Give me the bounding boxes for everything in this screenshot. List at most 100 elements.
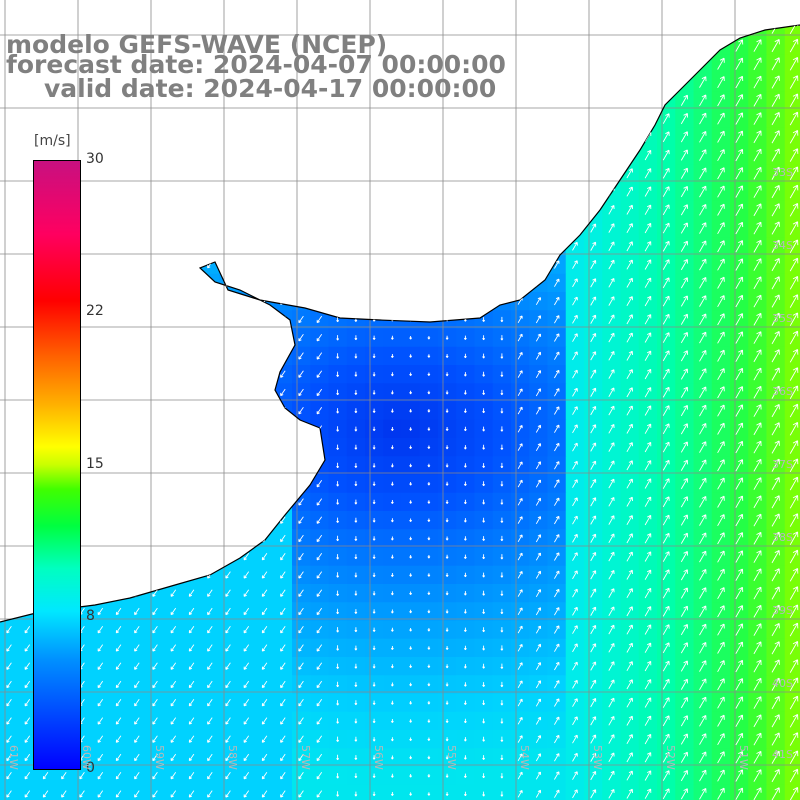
wind-arrow <box>115 589 122 597</box>
wind-speed-cell <box>182 237 202 256</box>
wind-arrow <box>261 407 268 415</box>
wind-arrow <box>482 207 486 213</box>
wind-arrow <box>771 39 780 53</box>
wind-arrow <box>500 773 504 779</box>
wind-arrow <box>207 790 213 798</box>
wind-arrow <box>572 771 578 780</box>
wind-arrow <box>482 736 486 742</box>
wind-arrow <box>24 224 31 232</box>
wind-speed-cell <box>109 255 129 275</box>
valid-date: valid date: 2024-04-17 00:00:00 <box>44 74 497 103</box>
wind-arrow <box>554 461 560 470</box>
wind-arrow <box>24 407 31 415</box>
wind-arrow <box>735 605 744 618</box>
wind-speed-cell <box>164 164 183 183</box>
wind-arrow <box>354 791 358 797</box>
wind-arrow <box>662 295 670 307</box>
wind-arrow <box>261 133 268 141</box>
wind-arrow <box>572 460 578 470</box>
wind-arrow <box>463 664 467 669</box>
wind-speed-cell <box>182 200 202 220</box>
wind-arrow <box>482 791 486 797</box>
wind-speed-cell <box>383 273 402 293</box>
wind-arrow <box>735 641 744 654</box>
wind-speed-cell <box>310 255 329 275</box>
wind-arrow <box>735 678 744 691</box>
wind-arrow <box>115 115 122 123</box>
wind-arrow <box>243 589 250 597</box>
wind-arrow <box>225 772 231 780</box>
wind-arrow <box>699 331 707 344</box>
wind-speed-cell <box>237 419 256 439</box>
wind-speed-cell <box>146 346 165 366</box>
wind-speed-cell <box>401 146 421 165</box>
wind-arrow <box>410 8 412 11</box>
wind-arrow <box>572 241 578 251</box>
wind-arrow <box>662 368 670 380</box>
wind-arrow <box>390 737 394 742</box>
wind-speed-cell <box>620 73 640 92</box>
wind-arrow <box>152 425 158 433</box>
wind-arrow <box>463 700 467 705</box>
wind-arrow <box>771 677 780 691</box>
wind-arrow <box>409 719 413 723</box>
wind-arrow <box>427 682 431 687</box>
wind-speed-cell <box>638 73 658 92</box>
wind-arrow <box>626 661 633 672</box>
wind-speed-cell <box>182 547 202 567</box>
wind-arrow <box>6 261 12 269</box>
wind-arrow <box>517 206 523 214</box>
wind-speed-cell <box>273 146 293 165</box>
wind-speed-cell <box>109 492 129 512</box>
wind-arrow <box>97 571 104 579</box>
wind-speed-cell <box>565 109 585 129</box>
wind-arrow <box>590 789 597 799</box>
wind-arrow <box>590 187 597 197</box>
wind-arrow <box>680 386 689 398</box>
wind-arrow <box>390 536 394 541</box>
wind-speed-cell <box>0 529 19 548</box>
wind-speed-cell <box>383 182 402 202</box>
wind-arrow <box>535 735 542 744</box>
wind-arrow <box>717 404 725 417</box>
wind-arrow <box>225 790 231 798</box>
wind-speed-cell <box>638 91 658 110</box>
wind-arrow <box>590 752 597 762</box>
wind-arrow <box>261 662 268 670</box>
wind-arrow <box>572 789 578 799</box>
wind-speed-cell <box>91 529 110 548</box>
wind-arrow <box>608 551 615 562</box>
wind-arrow <box>717 112 725 125</box>
wind-speed-cell <box>401 219 421 238</box>
wind-speed-cell <box>329 0 348 19</box>
wind-arrow <box>699 404 707 417</box>
wind-arrow <box>608 515 615 525</box>
wind-speed-cell <box>109 164 129 183</box>
wind-speed-cell <box>292 200 311 220</box>
wind-arrow <box>789 641 799 655</box>
wind-arrow <box>463 591 467 596</box>
wind-speed-cell <box>346 219 366 238</box>
wind-speed-cell <box>273 474 293 494</box>
wind-arrow <box>298 735 304 743</box>
wind-speed-cell <box>474 109 494 129</box>
colorbar-tick-30: 30 <box>86 151 104 167</box>
wind-speed-cell <box>164 547 183 567</box>
wind-speed-cell <box>620 784 640 800</box>
wind-arrow <box>535 224 542 233</box>
wind-arrow <box>500 572 504 578</box>
wind-speed-cell <box>383 237 402 256</box>
wind-arrow <box>572 59 578 69</box>
wind-arrow <box>482 517 486 523</box>
wind-speed-cell <box>310 109 329 129</box>
wind-arrow <box>97 370 104 378</box>
wind-speed-cell <box>565 73 585 92</box>
wind-arrow <box>517 370 523 378</box>
colorbar-unit: [m/s] <box>34 133 71 149</box>
wind-arrow <box>390 262 394 267</box>
wind-arrow <box>735 276 744 289</box>
wind-arrow <box>517 479 523 488</box>
wind-arrow <box>608 132 615 142</box>
wind-arrow <box>500 718 504 724</box>
wind-arrow <box>591 5 596 14</box>
